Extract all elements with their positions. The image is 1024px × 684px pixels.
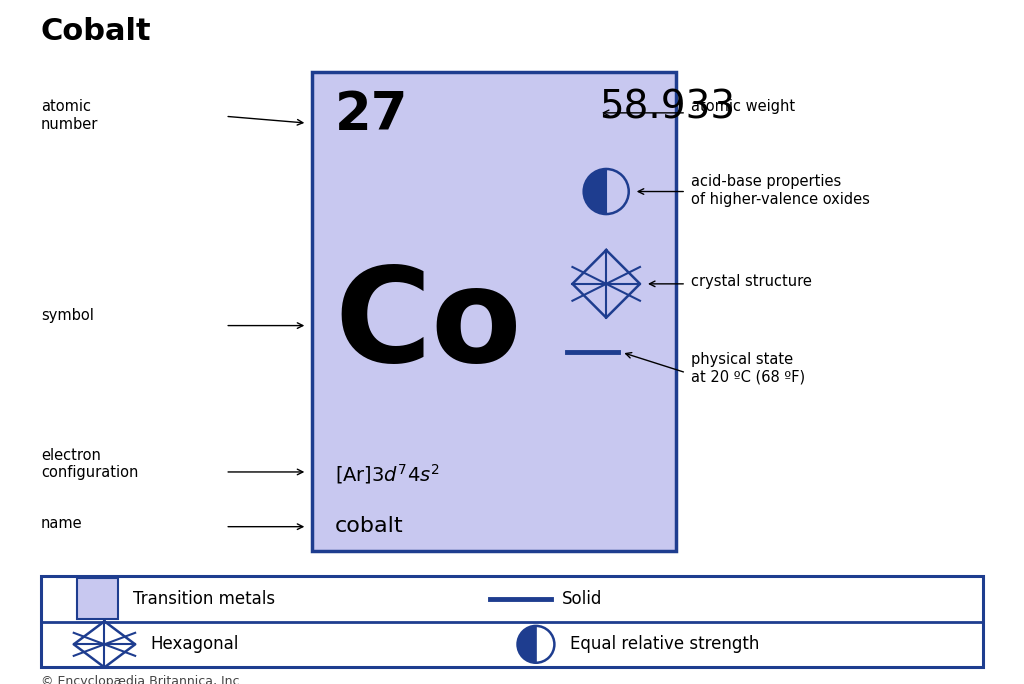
Text: atomic weight: atomic weight [691, 99, 796, 114]
Text: Transition metals: Transition metals [133, 590, 275, 608]
Text: Hexagonal: Hexagonal [151, 635, 239, 653]
Text: atomic
number: atomic number [41, 99, 98, 131]
Text: 58.933: 58.933 [599, 89, 735, 127]
Text: © Encyclopædia Britannica, Inc.: © Encyclopædia Britannica, Inc. [41, 675, 244, 684]
Text: electron
configuration: electron configuration [41, 448, 138, 480]
Text: Equal relative strength: Equal relative strength [569, 635, 759, 653]
FancyBboxPatch shape [41, 576, 983, 667]
Text: physical state
at 20 ºC (68 ºF): physical state at 20 ºC (68 ºF) [691, 352, 805, 384]
Polygon shape [517, 626, 536, 663]
Polygon shape [584, 169, 606, 214]
FancyBboxPatch shape [312, 72, 676, 551]
FancyBboxPatch shape [77, 579, 118, 619]
Text: Cobalt: Cobalt [41, 17, 152, 46]
Text: acid-base properties
of higher-valence oxides: acid-base properties of higher-valence o… [691, 174, 870, 207]
Text: 27: 27 [335, 89, 409, 141]
Text: cobalt: cobalt [335, 516, 403, 536]
Text: symbol: symbol [41, 308, 94, 324]
Text: name: name [41, 516, 83, 531]
Text: Solid: Solid [561, 590, 602, 608]
Text: crystal structure: crystal structure [691, 274, 812, 289]
Text: $\mathrm{[Ar]3}d^74s^2$: $\mathrm{[Ar]3}d^74s^2$ [335, 462, 439, 486]
Text: Co: Co [335, 262, 522, 389]
